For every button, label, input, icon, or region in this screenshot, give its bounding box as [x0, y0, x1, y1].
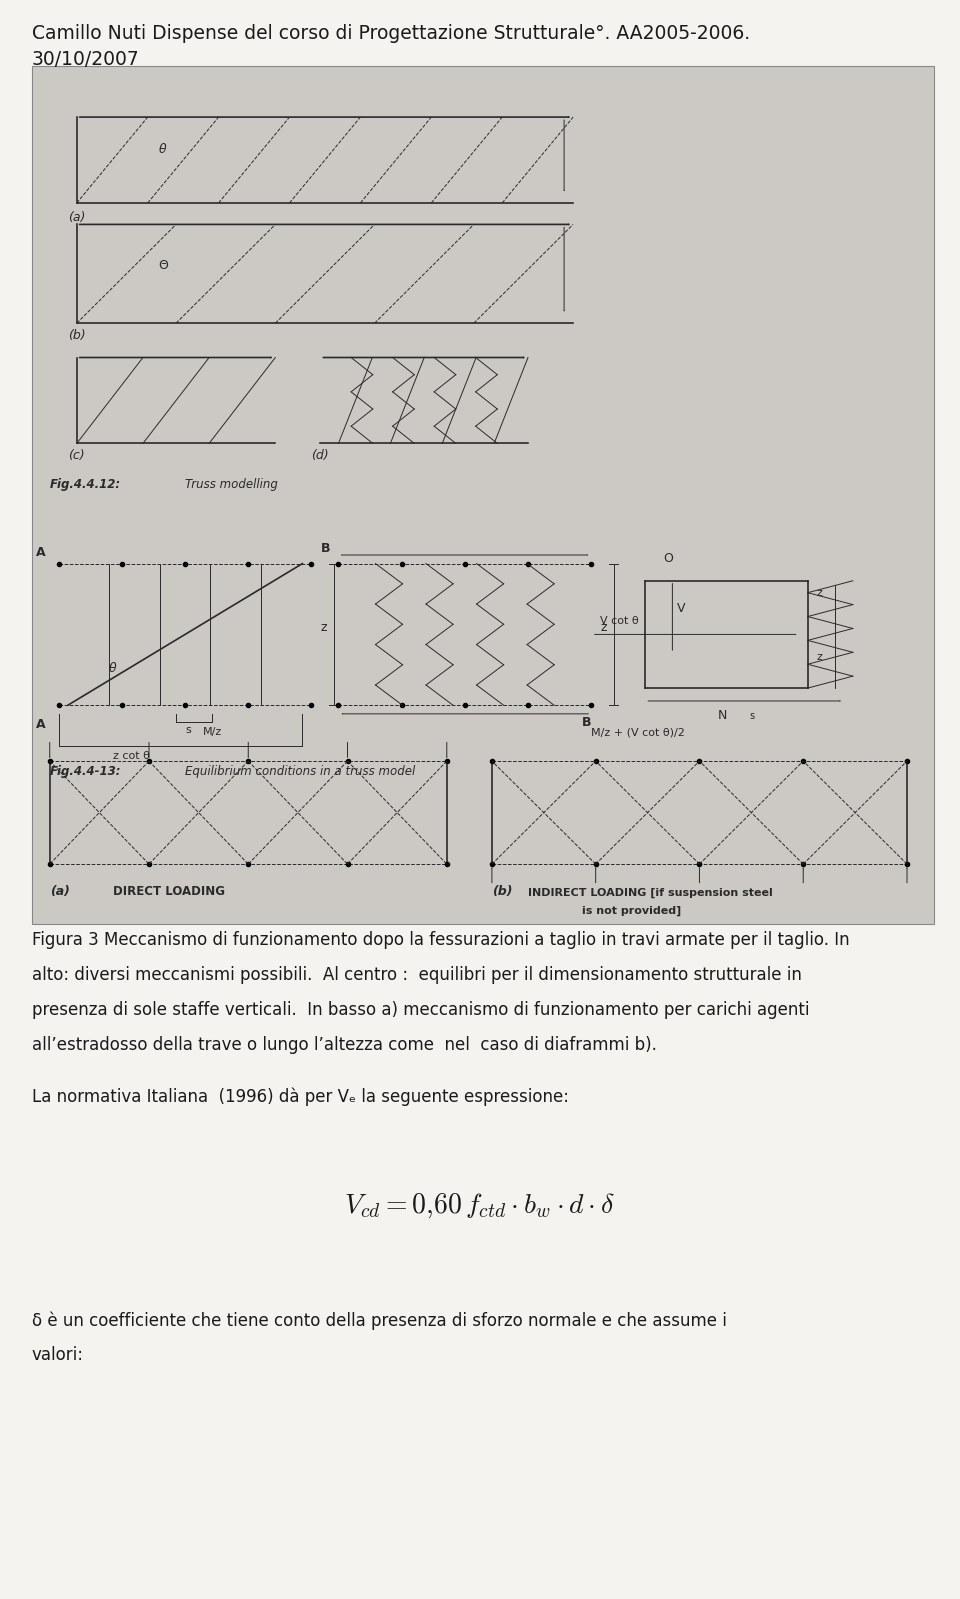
Text: δ è un coefficiente che tiene conto della presenza di sforzo normale e che assum: δ è un coefficiente che tiene conto dell…: [32, 1311, 727, 1330]
Text: N: N: [717, 710, 727, 723]
Text: s: s: [749, 710, 755, 721]
Text: (d): (d): [311, 449, 329, 462]
Text: $\theta$: $\theta$: [108, 662, 118, 675]
Text: Truss modelling: Truss modelling: [185, 478, 278, 491]
Text: (c): (c): [68, 449, 84, 462]
Text: O: O: [663, 552, 673, 566]
Text: V cot θ: V cot θ: [600, 616, 638, 625]
Text: (b): (b): [68, 329, 85, 342]
Text: $\Theta$: $\Theta$: [158, 259, 169, 272]
Text: Figura 3 Meccanismo di funzionamento dopo la fessurazioni a taglio in travi arma: Figura 3 Meccanismo di funzionamento dop…: [32, 931, 850, 948]
Text: A: A: [36, 718, 46, 731]
Text: (b): (b): [492, 886, 513, 899]
Text: presenza di sole staffe verticali.  In basso a) meccanismo di funzionamento per : presenza di sole staffe verticali. In ba…: [32, 1001, 809, 1019]
Text: $V_{cd} = 0{,}60\,f_{ctd} \cdot b_w \cdot d \cdot \delta$: $V_{cd} = 0{,}60\,f_{ctd} \cdot b_w \cdo…: [345, 1191, 615, 1220]
Text: DIRECT LOADING: DIRECT LOADING: [113, 886, 225, 899]
Text: Camillo Nuti Dispense del corso di Progettazione Strutturale°. AA2005-2006.: Camillo Nuti Dispense del corso di Proge…: [32, 24, 750, 43]
Text: B: B: [321, 542, 330, 555]
Text: (a): (a): [68, 211, 85, 224]
Text: V: V: [677, 603, 685, 616]
Text: INDIRECT LOADING [if suspension steel: INDIRECT LOADING [if suspension steel: [528, 887, 773, 899]
Text: z: z: [321, 622, 327, 635]
Text: all’estradosso della trave o lungo l’altezza come  nel  caso di diaframmi b).: all’estradosso della trave o lungo l’alt…: [32, 1036, 657, 1054]
Text: z: z: [817, 652, 823, 662]
Text: 30/10/2007: 30/10/2007: [32, 50, 139, 69]
Text: alto: diversi meccanismi possibili.  Al centro :  equilibri per il dimensionamen: alto: diversi meccanismi possibili. Al c…: [32, 966, 802, 983]
Text: M/z: M/z: [204, 728, 223, 737]
Text: B: B: [582, 716, 591, 729]
Text: M/z + (V cot θ)/2: M/z + (V cot θ)/2: [591, 728, 685, 737]
Text: A: A: [36, 547, 46, 560]
Text: Equilibrium conditions in a truss model: Equilibrium conditions in a truss model: [185, 766, 416, 779]
Bar: [32, 66, 934, 924]
Text: La normativa Italiana  (1996) dà per Vₑ la seguente espressione:: La normativa Italiana (1996) dà per Vₑ l…: [32, 1087, 568, 1107]
Text: $\theta$: $\theta$: [158, 142, 167, 155]
Text: Fig.4.4-13:: Fig.4.4-13:: [50, 766, 121, 779]
Text: s: s: [185, 726, 191, 736]
Text: z: z: [600, 622, 607, 635]
Text: Fig.4.4.12:: Fig.4.4.12:: [50, 478, 121, 491]
Text: z cot θ: z cot θ: [113, 752, 150, 761]
Text: valori:: valori:: [32, 1346, 84, 1364]
Text: z: z: [817, 588, 823, 598]
Text: is not provided]: is not provided]: [582, 905, 682, 916]
Text: (a): (a): [50, 886, 70, 899]
